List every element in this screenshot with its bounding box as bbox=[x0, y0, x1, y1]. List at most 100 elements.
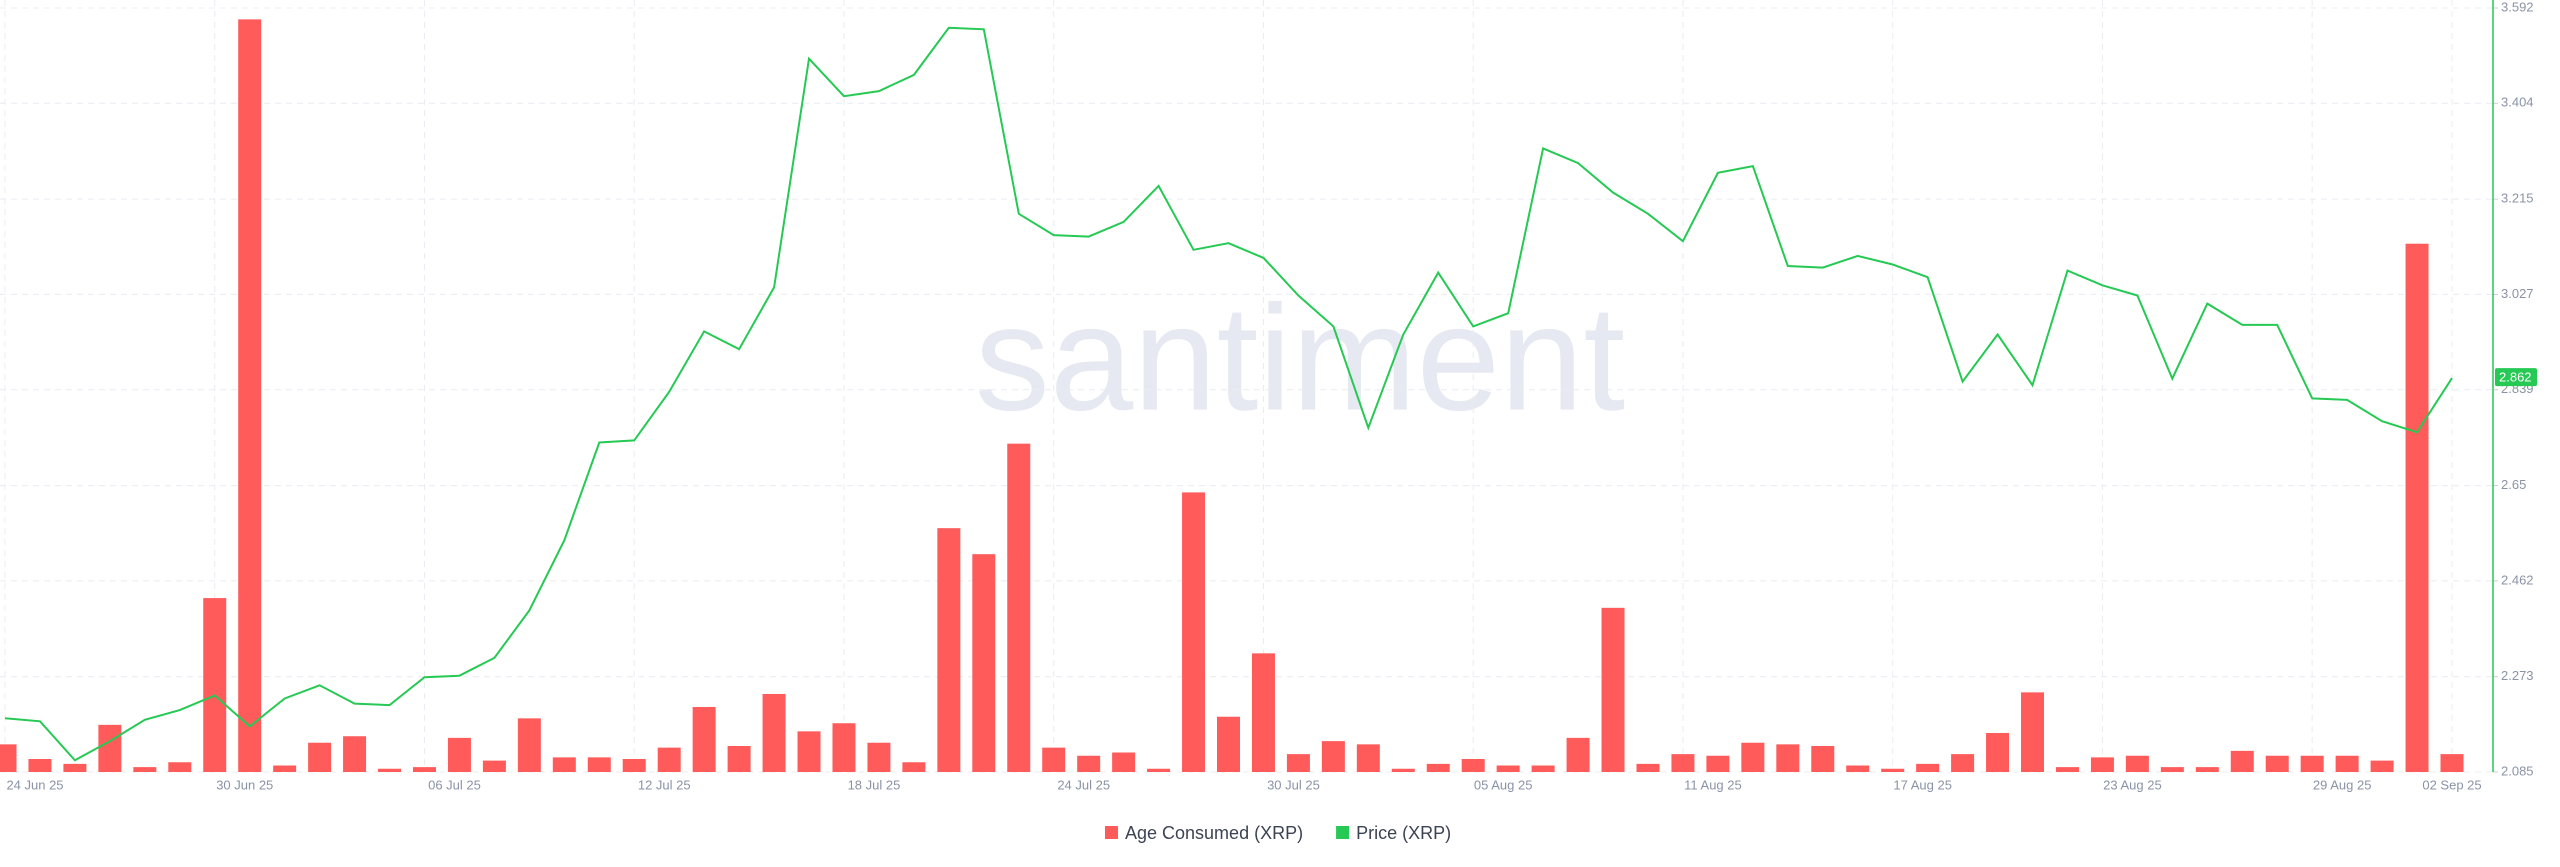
bar bbox=[587, 757, 611, 772]
bar bbox=[1776, 744, 1800, 772]
bar bbox=[1391, 768, 1415, 772]
bar bbox=[1531, 765, 1555, 772]
bar bbox=[867, 742, 891, 772]
x-tick-label: 12 Jul 25 bbox=[638, 777, 691, 792]
bar bbox=[2090, 757, 2114, 772]
y2-tick-label: 3.215 bbox=[2501, 191, 2534, 206]
watermark: santiment bbox=[975, 274, 1625, 442]
bar bbox=[2300, 755, 2324, 772]
legend-label: Age Consumed (XRP) bbox=[1125, 823, 1303, 843]
x-tick-label: 23 Aug 25 bbox=[2103, 777, 2162, 792]
bar bbox=[412, 767, 436, 772]
bar bbox=[727, 745, 751, 772]
bar bbox=[762, 693, 786, 772]
bar bbox=[0, 744, 17, 772]
bar bbox=[2160, 767, 2184, 772]
bar bbox=[1986, 732, 2010, 772]
bar bbox=[1846, 765, 1870, 772]
bar bbox=[1217, 716, 1240, 772]
bar bbox=[1601, 607, 1625, 772]
bar bbox=[203, 598, 227, 772]
last-value-label: 2.862 bbox=[2499, 370, 2532, 385]
bar bbox=[63, 763, 87, 772]
bar bbox=[902, 762, 926, 772]
bar bbox=[2405, 243, 2429, 772]
bar bbox=[1077, 755, 1101, 772]
bar bbox=[1881, 768, 1905, 772]
bar bbox=[552, 757, 576, 772]
y2-tick-label: 2.462 bbox=[2501, 572, 2534, 587]
y2-tick-label: 2.65 bbox=[2501, 477, 2526, 492]
x-tick-label: 02 Sep 25 bbox=[2422, 777, 2481, 792]
bar bbox=[28, 758, 52, 772]
bar bbox=[273, 765, 297, 772]
bar bbox=[2440, 754, 2464, 772]
y2-tick-label: 2.085 bbox=[2501, 763, 2534, 778]
bar bbox=[692, 706, 716, 772]
bar bbox=[1042, 747, 1066, 772]
last-value-tag bbox=[2495, 368, 2537, 387]
bar bbox=[622, 758, 646, 772]
y2-tick-label: 2.273 bbox=[2501, 668, 2534, 683]
bar bbox=[447, 737, 471, 772]
y2-tick-label: 3.027 bbox=[2501, 286, 2534, 301]
bar bbox=[343, 736, 367, 772]
bar bbox=[2055, 767, 2079, 772]
bar bbox=[168, 762, 192, 772]
legend-swatch bbox=[1105, 826, 1118, 839]
bar bbox=[2370, 760, 2394, 772]
bar bbox=[1811, 745, 1835, 772]
x-tick-label: 06 Jul 25 bbox=[428, 777, 481, 792]
bar bbox=[1636, 763, 1660, 772]
x-tick-label: 11 Aug 25 bbox=[1684, 777, 1742, 792]
x-tick-label: 17 Aug 25 bbox=[1893, 777, 1952, 792]
bar bbox=[1321, 741, 1345, 772]
legend-label: Price (XRP) bbox=[1356, 823, 1451, 843]
bar bbox=[2195, 767, 2219, 772]
bar bbox=[832, 723, 856, 772]
bar bbox=[1356, 744, 1380, 772]
y2-tick-label: 3.404 bbox=[2501, 95, 2534, 110]
bar bbox=[1916, 763, 1940, 772]
bar bbox=[1182, 492, 1206, 772]
legend-swatch bbox=[1336, 826, 1350, 839]
bar bbox=[378, 768, 402, 772]
bar bbox=[1426, 763, 1450, 772]
bar bbox=[1251, 653, 1275, 772]
x-tick-label: 30 Jun 25 bbox=[216, 777, 273, 792]
bar bbox=[1007, 443, 1031, 772]
price-line bbox=[4, 26, 2453, 762]
bar bbox=[2265, 755, 2289, 772]
bar bbox=[2335, 755, 2359, 772]
bar bbox=[308, 742, 332, 772]
bar bbox=[1461, 758, 1485, 772]
bar bbox=[797, 731, 821, 772]
bar bbox=[238, 19, 262, 772]
bar bbox=[2021, 692, 2045, 772]
bar bbox=[1496, 765, 1520, 772]
bar bbox=[1286, 754, 1310, 772]
bar bbox=[2125, 755, 2149, 772]
x-tick-label: 24 Jul 25 bbox=[1057, 777, 1110, 792]
bar bbox=[517, 718, 541, 772]
bar bbox=[1566, 737, 1590, 772]
bar bbox=[482, 760, 506, 772]
x-tick-label: 24 Jun 25 bbox=[6, 777, 63, 792]
bar bbox=[1706, 755, 1730, 772]
x-tick-label: 18 Jul 25 bbox=[848, 777, 901, 792]
bar bbox=[1741, 742, 1765, 772]
x-tick-label: 05 Aug 25 bbox=[1474, 777, 1533, 792]
bar bbox=[1112, 752, 1136, 772]
bar bbox=[2230, 750, 2254, 772]
bar bbox=[937, 528, 961, 772]
bar bbox=[1671, 754, 1695, 772]
bar bbox=[98, 724, 122, 772]
x-tick-label: 29 Aug 25 bbox=[2313, 777, 2372, 792]
bar bbox=[657, 747, 681, 772]
y2-tick-label: 3.592 bbox=[2501, 0, 2534, 14]
x-tick-label: 30 Jul 25 bbox=[1267, 777, 1320, 792]
bar bbox=[133, 767, 157, 772]
bar bbox=[1951, 754, 1975, 772]
bar bbox=[972, 554, 996, 772]
